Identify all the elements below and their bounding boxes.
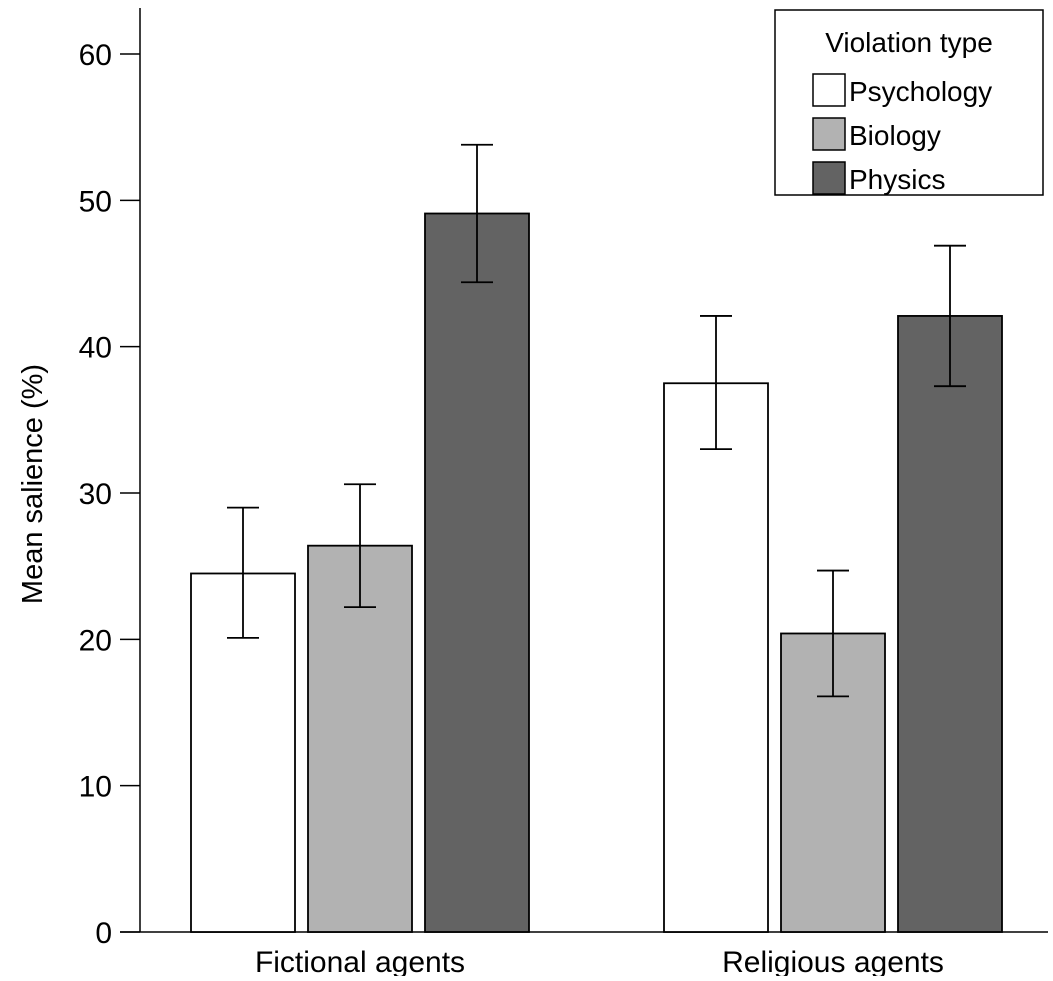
legend-label-physics: Physics	[849, 164, 945, 195]
x-tick-label: Fictional agents	[255, 946, 465, 976]
y-tick-label: 20	[79, 624, 112, 657]
y-axis-label: Mean salience (%)	[17, 364, 49, 604]
x-tick-label: Religious agents	[722, 946, 944, 976]
legend-swatch-physics	[812, 161, 846, 195]
bar-biology-1	[307, 544, 413, 933]
y-tick-label: 40	[79, 332, 112, 365]
y-tick-label: 50	[79, 185, 112, 218]
bars-layer	[190, 212, 1003, 933]
legend-title: Violation type	[825, 27, 993, 58]
y-tick-label: 0	[95, 917, 112, 950]
error-bars-layer	[227, 143, 966, 698]
y-tick-label: 60	[79, 39, 112, 72]
legend: Violation type Psychology Biology Physics	[774, 9, 1044, 196]
bar-physics-1	[424, 212, 530, 933]
bar-physics-2	[897, 315, 1003, 933]
labels-layer: 0 10 20 30 40 50 60 Mean salience (%) Fictional …	[17, 39, 944, 979]
legend-label-biology: Biology	[849, 120, 941, 151]
legend-swatch-biology	[812, 117, 846, 151]
legend-swatch-psychology	[812, 73, 846, 107]
legend-label-psychology: Psychology	[849, 76, 992, 107]
bar-psychology-2	[663, 382, 769, 933]
y-tick-label: 10	[79, 771, 112, 804]
y-tick-label: 30	[79, 478, 112, 511]
